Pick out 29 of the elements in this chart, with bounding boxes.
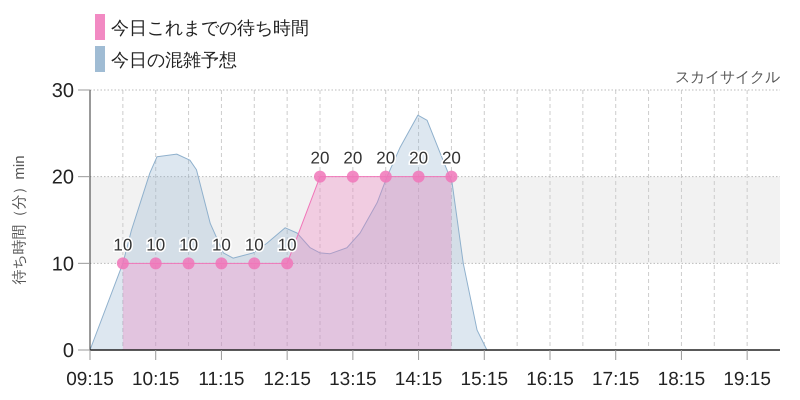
chart-subtitle: スカイサイクル bbox=[675, 69, 780, 86]
x-tick-label: 14:15 bbox=[394, 369, 442, 390]
x-tick-label: 10:15 bbox=[132, 369, 180, 390]
data-label: 20 bbox=[409, 148, 428, 168]
x-tick-label: 09:15 bbox=[66, 369, 114, 390]
data-label: 10 bbox=[113, 235, 132, 254]
data-label: 10 bbox=[212, 235, 231, 254]
y-axis-title: 待ち時間（分）min bbox=[11, 155, 28, 285]
y-tick-label: 30 bbox=[52, 80, 74, 102]
data-label: 20 bbox=[376, 148, 396, 168]
x-tick-label: 16:15 bbox=[526, 369, 574, 390]
y-tick-label: 10 bbox=[52, 253, 74, 276]
legend-label: 今日の混雑予想 bbox=[111, 50, 237, 70]
x-tick-label: 12:15 bbox=[263, 369, 311, 390]
x-tick-label: 19:15 bbox=[723, 369, 771, 390]
y-tick-label: 0 bbox=[62, 340, 74, 362]
data-label: 10 bbox=[179, 235, 198, 254]
legend-label: 今日これまでの待ち時間 bbox=[111, 18, 309, 38]
y-tick-label: 20 bbox=[52, 166, 74, 189]
data-label: 10 bbox=[244, 235, 264, 254]
x-tick-label: 13:15 bbox=[329, 369, 377, 390]
data-label: 20 bbox=[343, 148, 362, 168]
data-label: 20 bbox=[442, 148, 461, 168]
x-tick-label: 11:15 bbox=[198, 369, 244, 390]
x-tick-label: 18:15 bbox=[658, 369, 706, 390]
x-tick-label: 15:15 bbox=[460, 369, 508, 390]
data-label: 10 bbox=[146, 235, 166, 254]
data-label: 20 bbox=[310, 148, 330, 168]
x-tick-label: 17:15 bbox=[592, 369, 640, 390]
